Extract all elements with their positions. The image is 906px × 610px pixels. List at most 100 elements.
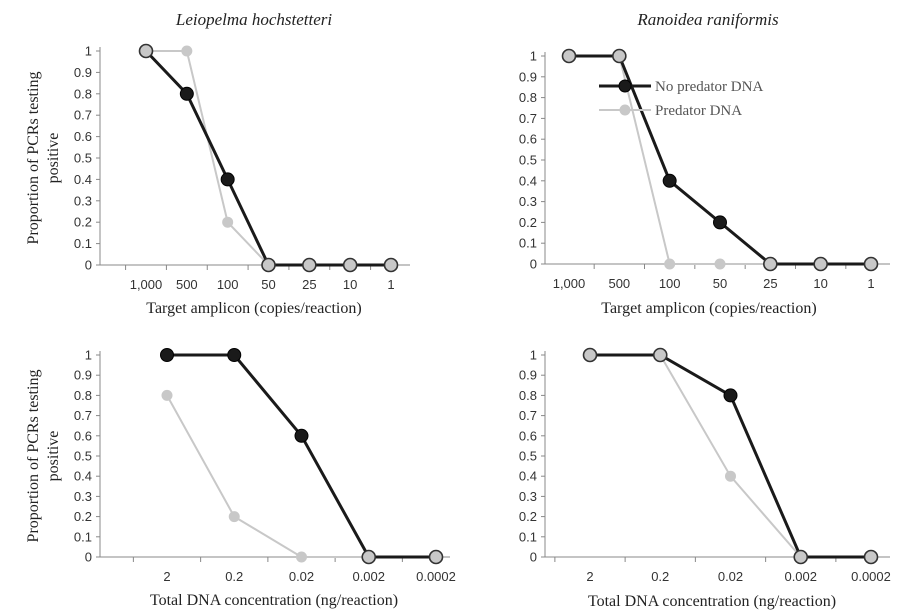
x-tick-label: 10 [813,276,827,291]
y-tick-label: 0.5 [74,449,92,464]
legend-label-no-predator: No predator DNA [655,79,763,95]
x-tick-label: 0.0002 [416,569,456,584]
y-tick-label: 0.2 [519,509,537,524]
x-tick-label: 0.02 [718,569,743,584]
y-tick-label: 0.6 [74,129,92,144]
data-point-overlap [863,549,879,565]
x-axis-title: Total DNA concentration (ng/reaction) [150,592,398,609]
data-point-no-predator [220,172,235,187]
x-tick-label: 500 [608,276,630,291]
x-tick-label: 0.002 [784,569,817,584]
y-tick-label: 0.8 [74,388,92,403]
data-point-overlap [793,549,809,565]
data-point-predator [725,470,736,482]
x-tick-label: 1,000 [553,276,586,291]
x-tick-label: 1 [387,277,394,292]
chart-panel-1: 0 0.1 0.2 0.3 0.4 0.5 0.6 0.7 0.8 0.9 1 1,000 500 100… [25,10,410,317]
y-tick-label: 0.5 [519,449,537,464]
panel-title: Leiopelma hochstetteri [175,10,333,29]
y-tick-label: 0.1 [519,529,537,544]
y-tick-label: 1 [85,348,92,363]
data-point-overlap [428,549,444,565]
series-line-predator [590,354,871,558]
y-tick-label: 0.2 [74,215,92,230]
x-tick-label: 0.2 [651,569,669,584]
y-axis-title-line2: positive [45,431,62,482]
y-tick-label: 0.2 [519,215,537,230]
legend: No predator DNA Predator DNA [599,79,763,119]
series-line-no-predator [167,353,436,559]
y-tick-label: 0.7 [519,111,537,126]
data-point-overlap [612,48,627,64]
y-axis-title-line2: positive [45,133,62,184]
data-point-overlap [863,256,879,272]
x-tick-label: 0.002 [352,569,385,584]
y-tick-label: 0.8 [519,90,537,105]
y-tick-label: 0.6 [74,428,92,443]
y-axis-title-line1: Proportion of PCRs testing [25,370,42,543]
y-tick-label: 1 [530,348,537,363]
y-axis-title: Proportion of PCRs testing positive [25,72,62,245]
x-tick-label: 10 [343,277,357,292]
series-line-no-predator [144,49,391,267]
x-tick-label: 50 [713,276,727,291]
x-tick-label: 50 [261,277,275,292]
series-line-predator [166,394,436,558]
data-point-overlap [138,43,154,59]
chart-panel-3: 0 0.1 0.2 0.3 0.4 0.5 0.6 0.7 0.8 0.9 1 2 0.2 0.02 0.0… [25,348,456,610]
data-point-overlap [261,257,276,273]
data-point-overlap [361,549,377,565]
y-tick-label: 0.4 [519,173,537,188]
y-tick-label: 0 [530,550,537,565]
x-axis-title: Target amplicon (copies/reaction) [601,300,816,317]
data-point-no-predator [179,86,194,101]
y-tick-label: 0 [85,550,92,565]
x-tick-label: 1 [867,276,874,291]
y-tick-label: 0.4 [74,172,92,187]
y-tick-label: 0.3 [519,489,537,504]
y-tick-label: 0.6 [519,132,537,147]
x-tick-label: 2 [586,569,593,584]
data-point-predator [228,511,240,523]
y-tick-label: 0.9 [519,368,537,383]
data-point-predator [714,258,726,270]
data-point-predator [664,258,676,270]
data-point-predator [181,45,193,57]
y-tick-label: 0.9 [74,368,92,383]
y-tick-label: 0.3 [74,489,92,504]
y-tick-label: 0.8 [74,86,92,101]
y-tick-label: 0 [530,257,537,272]
y-tick-label: 0.7 [74,108,92,123]
data-point-no-predator [160,348,174,362]
data-point-overlap [582,347,598,363]
x-tick-label: 0.0002 [851,569,891,584]
y-tick-label: 0.4 [519,469,537,484]
y-axis-title-line1: Proportion of PCRs testing [25,72,42,245]
data-point-predator [296,551,307,563]
chart-panel-2: 0 0.1 0.2 0.3 0.4 0.5 0.6 0.7 0.8 0.9 1 1,000 500 100… [519,10,890,317]
data-point-overlap [652,347,668,363]
y-tick-label: 0.2 [74,509,92,524]
series-line-no-predator [590,353,871,559]
y-tick-label: 0.8 [519,388,537,403]
y-tick-label: 0.7 [74,408,92,423]
y-tick-label: 0.9 [519,69,537,84]
x-tick-label: 0.2 [225,569,243,584]
legend-marker-no-predator [618,79,632,93]
x-tick-label: 25 [302,277,316,292]
y-tick-label: 0.7 [519,408,537,423]
y-tick-label: 0.5 [519,153,537,168]
y-tick-label: 0 [85,258,92,273]
data-point-no-predator [713,215,727,230]
data-point-no-predator [662,173,677,188]
data-point-overlap [813,256,828,272]
y-tick-label: 0.3 [519,194,537,209]
panel-title: Ranoidea raniformis [636,10,779,29]
legend-marker-predator [619,104,631,116]
data-point-overlap [763,256,778,272]
data-point-overlap [302,257,317,273]
data-point-predator [161,389,173,401]
y-axis-title: Proportion of PCRs testing positive [25,370,62,543]
series-line-predator [146,50,391,266]
